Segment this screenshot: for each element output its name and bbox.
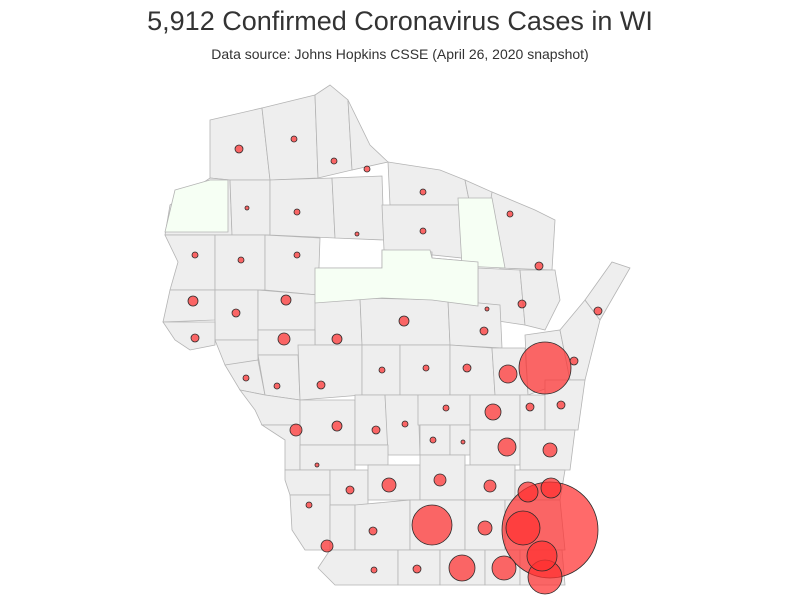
- county-rusk: [264, 234, 321, 296]
- case-bubble-columbia: [433, 473, 447, 487]
- case-bubble-burnett: [191, 251, 199, 259]
- case-bubble-florence: [506, 210, 514, 218]
- case-bubble-marathon: [398, 315, 410, 327]
- case-bubbles-layer: [187, 135, 603, 595]
- case-bubble-vilas: [419, 188, 427, 196]
- case-bubble-st-croix: [190, 333, 200, 343]
- county-no-cases-central: [314, 249, 479, 307]
- case-bubble-iowa: [368, 526, 378, 536]
- case-bubble-dodge: [483, 479, 497, 493]
- county-jackson: [297, 344, 363, 401]
- case-bubble-grant: [320, 539, 334, 553]
- case-bubble-adams: [401, 420, 409, 428]
- county-lafayette: [329, 504, 356, 551]
- case-bubble-dane: [411, 504, 453, 546]
- case-bubble-waushara: [442, 404, 450, 412]
- case-bubble-walworth: [491, 555, 517, 581]
- case-bubble-oneida: [419, 227, 427, 235]
- county-monroe: [299, 399, 356, 446]
- case-bubble-oconto: [517, 299, 527, 309]
- case-bubble-wood: [378, 366, 386, 374]
- case-bubble-vernon: [314, 462, 320, 468]
- case-bubble-rusk: [293, 251, 301, 259]
- case-bubble-monroe: [331, 420, 343, 432]
- case-bubble-brown: [518, 341, 572, 395]
- county-trempealeau: [257, 354, 301, 401]
- case-bubble-marinette: [534, 261, 544, 271]
- case-bubble-washburn: [244, 205, 250, 211]
- county-price: [331, 175, 385, 241]
- county-no-cases-nw: [164, 179, 229, 233]
- county-polk: [164, 234, 216, 291]
- case-bubble-washington: [540, 477, 562, 499]
- county-green-lake: [449, 424, 471, 456]
- case-bubble-la-crosse: [289, 423, 303, 437]
- map-subtitle: Data source: Johns Hopkins CSSE (April 2…: [211, 46, 589, 62]
- county-dane: [354, 499, 411, 551]
- county-no-cases-north: [457, 197, 506, 269]
- county-douglas: [209, 107, 271, 181]
- case-bubble-ozaukee: [517, 481, 539, 503]
- county-sawyer: [269, 177, 336, 239]
- county-pierce: [162, 321, 216, 351]
- county-richland: [299, 444, 356, 471]
- case-bubble-manitowoc: [556, 400, 566, 410]
- county-juneau: [354, 394, 389, 446]
- case-bubble-dunn: [231, 308, 241, 318]
- case-bubble-price: [354, 231, 360, 237]
- map-title: 5,912 Confirmed Coronavirus Cases in WI: [147, 6, 653, 36]
- case-bubble-portage: [422, 364, 430, 372]
- case-bubble-jackson: [316, 380, 326, 390]
- case-bubble-waukesha: [505, 510, 541, 546]
- county-washburn: [229, 179, 271, 236]
- case-bubble-calumet: [525, 402, 535, 412]
- case-bubble-jefferson: [477, 520, 493, 536]
- county-grant: [289, 494, 331, 551]
- county-calumet: [519, 394, 546, 431]
- county-st-croix: [162, 289, 216, 323]
- case-bubble-sauk: [381, 477, 397, 493]
- case-bubble-kewaunee: [569, 356, 579, 366]
- case-bubble-bayfield: [290, 135, 298, 143]
- case-bubble-eau-claire: [277, 332, 291, 346]
- county-iron: [347, 99, 389, 171]
- case-bubble-menominee: [484, 306, 490, 312]
- case-bubble-outagamie: [498, 364, 518, 384]
- case-bubble-rock: [448, 554, 476, 582]
- case-bubble-lafayette: [370, 566, 378, 574]
- county-marinette-s: [519, 269, 561, 331]
- case-bubble-clark: [331, 333, 343, 345]
- case-bubble-trempealeau: [273, 382, 281, 390]
- case-bubble-crawford: [305, 501, 313, 509]
- county-bayfield: [261, 94, 319, 181]
- case-bubble-door: [593, 306, 603, 316]
- county-shawano: [447, 299, 503, 349]
- county-waupaca: [449, 344, 496, 396]
- county-green: [317, 549, 399, 586]
- case-bubble-juneau: [371, 425, 381, 435]
- case-bubble-waupaca: [462, 363, 472, 373]
- case-bubble-marquette: [429, 436, 437, 444]
- county-sauk: [354, 444, 389, 466]
- case-bubble-fond-du-lac: [497, 437, 517, 457]
- case-bubble-polk: [187, 295, 199, 307]
- case-bubble-richland: [345, 485, 355, 495]
- case-bubble-green-lake: [460, 439, 466, 445]
- county-crawford: [284, 469, 331, 496]
- case-bubble-racine: [526, 540, 558, 572]
- case-bubble-sheboygan: [542, 442, 558, 458]
- case-bubble-barron: [237, 256, 245, 264]
- case-bubble-winnebago: [484, 403, 502, 421]
- case-bubble-buffalo: [242, 374, 250, 382]
- case-bubble-douglas: [234, 144, 244, 154]
- case-bubble-green: [412, 564, 422, 574]
- case-bubble-shawano: [479, 326, 489, 336]
- case-bubble-ashland: [330, 157, 338, 165]
- case-bubble-chippewa: [280, 294, 292, 306]
- case-bubble-sawyer: [293, 208, 301, 216]
- case-bubble-iron: [363, 165, 371, 173]
